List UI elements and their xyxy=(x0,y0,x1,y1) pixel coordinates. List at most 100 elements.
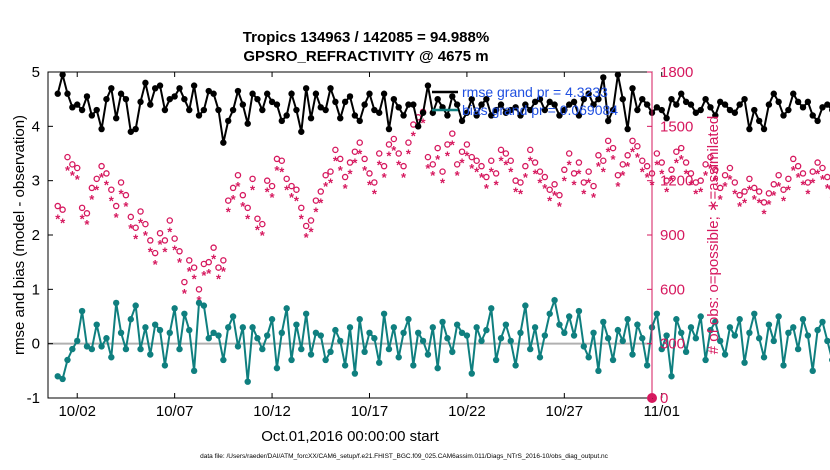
rmse-point xyxy=(390,95,398,103)
obs-possible-point xyxy=(215,264,222,271)
obs-assimilated-point: * xyxy=(104,177,110,192)
obs-assimilated-point: * xyxy=(742,195,748,210)
obs-assimilated-point: * xyxy=(65,163,71,178)
bias-point xyxy=(69,345,76,353)
rmse-point xyxy=(229,106,237,114)
obs-possible-point xyxy=(327,168,334,175)
obs-assimilated-point: * xyxy=(547,194,553,209)
rmse-point xyxy=(580,95,588,103)
obs-possible-point xyxy=(575,159,583,166)
rmse-point xyxy=(117,90,125,97)
rmse-point xyxy=(380,90,388,97)
rmse-point xyxy=(356,117,363,125)
obs-assimilated-point: * xyxy=(382,170,388,185)
rmse-point xyxy=(497,101,505,108)
bias-point xyxy=(614,326,622,334)
bias-point xyxy=(337,337,344,345)
rmse-point xyxy=(249,90,256,97)
obs-possible-point xyxy=(760,199,768,206)
obs-possible-point xyxy=(127,213,135,221)
x-tick-label: 10/07 xyxy=(156,403,194,420)
obs-possible-point xyxy=(278,157,286,164)
bias-point xyxy=(531,324,539,331)
obs-possible-point xyxy=(400,162,407,170)
obs-possible-point xyxy=(205,258,212,266)
x-tick-label: 10/02 xyxy=(58,403,96,420)
obs-assimilated-point: * xyxy=(347,166,353,181)
y-right-tick-label: 900 xyxy=(660,227,685,244)
rmse-point xyxy=(307,114,315,122)
bias-point xyxy=(775,313,782,320)
obs-possible-point xyxy=(531,159,539,166)
rmse-point xyxy=(673,101,680,108)
bias-point xyxy=(322,356,329,364)
obs-assimilated-point: * xyxy=(352,156,358,171)
bias-point xyxy=(239,324,247,331)
rmse-point xyxy=(410,101,417,108)
obs-assimilated-point: * xyxy=(537,175,543,190)
obs-possible-point xyxy=(93,175,100,183)
rmse-point xyxy=(103,95,110,103)
bias-point xyxy=(341,362,349,369)
obs-possible-point xyxy=(488,157,495,164)
obs-assimilated-point: * xyxy=(747,183,753,198)
obs-possible-point xyxy=(259,220,266,228)
obs-possible-point xyxy=(814,159,821,166)
bias-point xyxy=(536,354,544,361)
rmse-point xyxy=(322,106,329,114)
obs-possible-point xyxy=(424,153,432,161)
rmse-point xyxy=(546,98,553,106)
obs-possible-point xyxy=(108,186,115,193)
rmse-point xyxy=(785,106,792,114)
obs-possible-point xyxy=(585,168,592,175)
obs-possible-point xyxy=(614,171,622,179)
rmse-point xyxy=(449,93,456,100)
obs-count-layer: * ** * ** **** ************ ****** * * *** *******… xyxy=(54,108,830,403)
bias-point xyxy=(88,345,96,353)
obs-assimilated-point: * xyxy=(635,150,641,165)
rmse-point xyxy=(74,101,81,108)
obs-assimilated-point: * xyxy=(542,181,548,196)
y-left-tick-label: 3 xyxy=(32,173,40,190)
obs-possible-point xyxy=(824,173,830,181)
bias-point xyxy=(668,373,675,380)
bias-point xyxy=(570,332,578,339)
rmse-point xyxy=(760,125,768,133)
rmse-point xyxy=(395,104,402,111)
x-tick-label: 11/01 xyxy=(644,403,680,420)
bias-point xyxy=(478,337,485,345)
obs-possible-point xyxy=(565,150,573,157)
y-right-tick-label: 0 xyxy=(660,390,668,407)
obs-assimilated-point: * xyxy=(528,154,534,169)
obs-assimilated-point: * xyxy=(270,190,276,205)
obs-possible-point xyxy=(726,164,734,172)
obs-assimilated-point: * xyxy=(177,255,183,270)
obs-assimilated-point: * xyxy=(187,264,193,279)
obs-assimilated-point: * xyxy=(810,175,816,190)
obs-assimilated-point: * xyxy=(625,159,631,174)
obs-assimilated-point: * xyxy=(796,170,802,185)
obs-possible-point xyxy=(780,186,787,193)
rmse-point xyxy=(210,90,217,97)
bias-point xyxy=(760,354,768,361)
obs-assimilated-point: * xyxy=(279,165,285,180)
obs-assimilated-point: * xyxy=(703,168,709,183)
obs-possible-point xyxy=(629,137,636,145)
bias-point xyxy=(619,337,626,345)
obs-possible-point xyxy=(142,220,149,228)
bias-point xyxy=(215,332,222,339)
rmse-point xyxy=(488,112,495,119)
bias-point xyxy=(799,316,807,323)
obs-assimilated-point: * xyxy=(357,147,363,162)
rmse-point xyxy=(570,98,578,106)
rmse-point xyxy=(512,104,519,111)
bias-point xyxy=(663,332,670,339)
obs-possible-point xyxy=(59,206,66,213)
rmse-point xyxy=(556,112,563,119)
bias-point xyxy=(108,354,115,361)
obs-possible-point xyxy=(799,170,807,177)
rmse-series-layer xyxy=(54,71,830,146)
obs-assimilated-point: * xyxy=(274,163,280,178)
obs-possible-point xyxy=(229,184,237,192)
rmse-point xyxy=(799,104,807,111)
